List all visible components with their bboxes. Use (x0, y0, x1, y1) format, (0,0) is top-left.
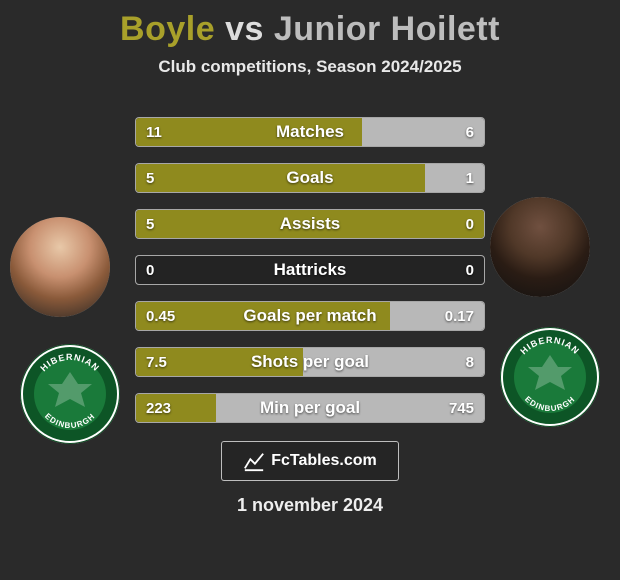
title-right: Junior Hoilett (274, 10, 500, 48)
stat-bar-left (136, 394, 216, 422)
chart-icon (243, 450, 265, 472)
stat-bar-right (390, 302, 484, 330)
page-title: Boyle vs Junior Hoilett (0, 0, 620, 49)
stat-bar-right (362, 118, 484, 146)
stat-bar-left (136, 118, 362, 146)
stat-bar-right (425, 164, 484, 192)
stat-bar-left (136, 210, 484, 238)
stat-label: Hattricks (136, 256, 484, 284)
stat-row: 116Matches (135, 117, 485, 147)
player-left-avatar (10, 217, 110, 317)
title-vs: vs (215, 10, 274, 48)
stat-bars: 116Matches 51Goals 50Assists 0 0Hattricks 0.4… (135, 99, 485, 423)
stat-bar-left (136, 348, 303, 376)
stat-row: 7.58Shots per goal (135, 347, 485, 377)
stat-value-right: 0 (466, 256, 474, 284)
stat-bar-left (136, 164, 425, 192)
player-left-crest: HIBERNIANEDINBURGH (20, 344, 120, 444)
brand-badge: FcTables.com (221, 441, 399, 481)
stat-bar-right (216, 394, 484, 422)
stat-row: 223745Min per goal (135, 393, 485, 423)
stat-row: 50Assists (135, 209, 485, 239)
footer-date: 1 november 2024 (0, 495, 620, 516)
player-right-avatar (490, 197, 590, 297)
stat-row: 51Goals (135, 163, 485, 193)
stat-row: 0.450.17Goals per match (135, 301, 485, 331)
subtitle: Club competitions, Season 2024/2025 (0, 57, 620, 77)
brand-text: FcTables.com (271, 452, 377, 470)
stat-bar-left (136, 302, 390, 330)
stat-row: 0 0Hattricks (135, 255, 485, 285)
stat-value-left: 0 (146, 256, 154, 284)
stat-bar-right (303, 348, 484, 376)
player-right-crest: HIBERNIANEDINBURGH (500, 327, 600, 427)
comparison-content: HIBERNIANEDINBURGH HIBERNIANEDINBURGH 11… (0, 99, 620, 516)
title-left: Boyle (120, 10, 215, 48)
